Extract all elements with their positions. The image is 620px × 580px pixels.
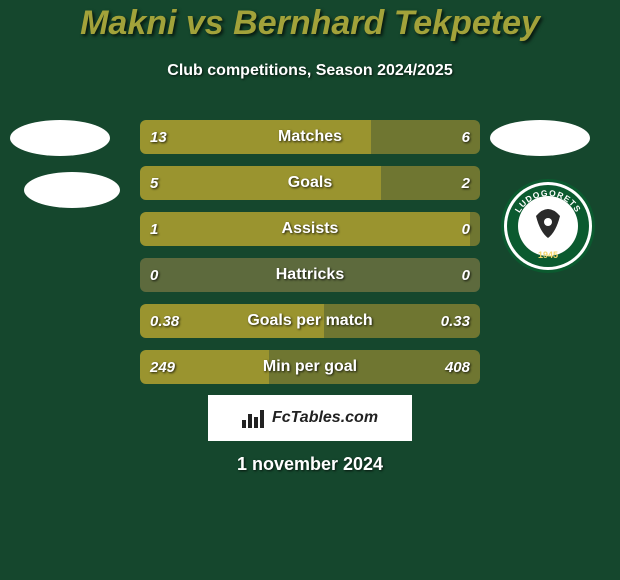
stat-left-bar xyxy=(140,304,324,338)
club-crest: LUDOGORETS 1945 xyxy=(500,178,596,274)
stat-right-bar xyxy=(381,166,480,200)
stat-right-bar xyxy=(371,120,480,154)
brand-text: FcTables.com xyxy=(272,409,378,427)
stat-left-bar xyxy=(140,350,269,384)
date-text: 1 november 2024 xyxy=(0,454,620,475)
player-right-avatar xyxy=(490,120,590,156)
stat-left-bar xyxy=(140,120,371,154)
player-left-avatar-2 xyxy=(24,172,120,208)
brand-box: FcTables.com xyxy=(208,395,412,441)
stat-left-bar xyxy=(140,212,470,246)
stat-right-bar xyxy=(324,304,480,338)
crest-year: 1945 xyxy=(538,250,558,260)
subtitle: Club competitions, Season 2024/2025 xyxy=(0,62,620,80)
stat-row: Matches136 xyxy=(140,120,480,154)
stat-right-bar xyxy=(310,258,480,292)
stat-right-bar xyxy=(269,350,480,384)
stat-row: Hattricks00 xyxy=(140,258,480,292)
stat-row: Assists10 xyxy=(140,212,480,246)
stat-right-bar xyxy=(470,212,480,246)
brand-icon xyxy=(242,408,266,428)
comparison-bars: Matches136 Goals52 Assists10 Hattricks00 Goa… xyxy=(140,120,480,396)
stat-left-bar xyxy=(140,258,310,292)
stat-row: Goals per match0.380.33 xyxy=(140,304,480,338)
stat-left-bar xyxy=(140,166,381,200)
stat-row: Goals52 xyxy=(140,166,480,200)
stat-row: Min per goal249408 xyxy=(140,350,480,384)
crest-ring-svg: LUDOGORETS 1945 xyxy=(500,178,596,274)
page-title: Makni vs Bernhard Tekpetey xyxy=(0,4,620,43)
player-left-avatar-1 xyxy=(10,120,110,156)
comparison-infographic: Makni vs Bernhard Tekpetey Club competit… xyxy=(0,0,620,580)
